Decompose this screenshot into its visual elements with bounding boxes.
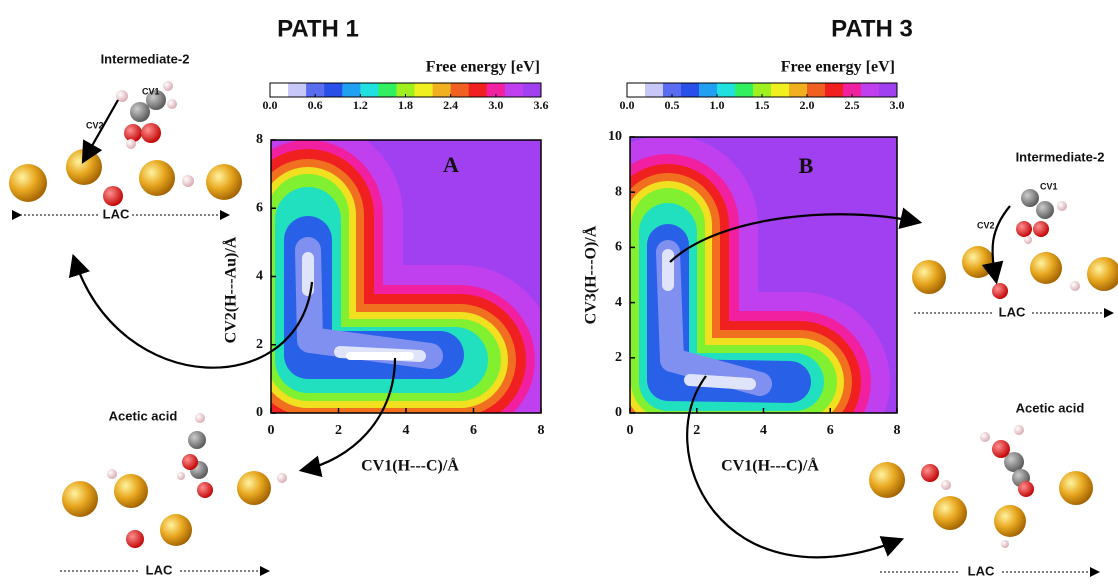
colorbar-swatch [807,83,826,97]
x-tick-label: 4 [403,423,410,438]
colorbar-swatch [523,83,542,97]
y-tick-label: 0 [256,405,263,420]
colorbar-swatch [627,83,646,97]
x-tick-label: 8 [538,423,545,438]
colorbar-swatch [681,83,700,97]
colorbar-tick-label: 1.0 [710,98,725,112]
x-tick-label: 0 [627,423,634,438]
x-tick-label: 6 [827,423,834,438]
colorbar-tick-label: 1.8 [398,98,413,112]
structure-top-right [912,189,1118,299]
colorbar-tick-label: 1.5 [755,98,770,112]
annotation: Acetic acid [1016,400,1085,415]
figure: PATH 1 PATH 3 A B Free energy [eV] Free … [0,0,1118,585]
y-tick-label: 4 [256,269,263,284]
colorbar-swatch [270,83,289,97]
colorbar-swatch [861,83,880,97]
colorbar-tick-label: 2.4 [443,98,458,112]
x-axis-label: CV1(H---C)/Å [721,457,819,475]
colorbar-swatch [378,83,397,97]
colorbar-tick-label: 3.0 [890,98,905,112]
y-tick-label: 10 [608,129,622,144]
colorbar-swatch [433,83,452,97]
colorbar-swatch [717,83,736,97]
structure-bottom-right [869,425,1093,548]
y-axis-label: CV3(H---O)/Å [582,225,600,324]
colorbar-swatch [342,83,361,97]
surface-b [630,137,897,413]
y-tick-label: 2 [615,350,622,365]
colorbar-swatch [699,83,718,97]
x-tick-label: 6 [470,423,477,438]
colorbar-tick-label: 1.2 [353,98,368,112]
y-tick-label: 6 [615,240,622,255]
colorbar-swatch [505,83,524,97]
y-tick-label: 4 [615,295,622,310]
colorbar-swatch [771,83,790,97]
y-axis-label: CV2(H---Au)/Å [222,236,240,343]
colorbar-swatch [469,83,488,97]
annotation: LAC [999,304,1026,319]
y-tick-label: 0 [615,405,622,420]
colorbar-label: Free energy [eV] [781,59,895,76]
colorbar-tick-label: 2.0 [800,98,815,112]
x-tick-label: 4 [760,423,767,438]
colorbar-tick-label: 0.0 [263,98,278,112]
colorbar-swatch [789,83,808,97]
y-tick-label: 6 [256,200,263,215]
annotation: Intermediate-2 [101,51,190,66]
colorbar-tick-label: 3.0 [488,98,503,112]
colorbar-swatch [735,83,754,97]
y-tick-label: 2 [256,337,263,352]
colorbar-tick-label: 0.0 [620,98,635,112]
x-tick-label: 2 [693,423,700,438]
y-tick-label: 8 [615,184,622,199]
x-tick-label: 2 [335,423,342,438]
annotation: LAC [968,563,995,578]
colorbar-swatch [288,83,307,97]
annotation: Acetic acid [109,408,178,423]
colorbar-tick-label: 2.5 [845,98,860,112]
structure-bottom-left [62,413,287,548]
annotation: CV1 [1040,181,1058,191]
panel-label: B [799,153,814,178]
annotation: LAC [146,562,173,577]
structure-top-left [9,81,242,206]
colorbar-swatch [879,83,898,97]
chart-title: PATH 1 [277,15,359,42]
y-tick-label: 8 [256,132,263,147]
chart-title: PATH 3 [831,15,913,42]
x-tick-label: 0 [268,423,275,438]
colorbar-tick-label: 0.5 [665,98,680,112]
annotation: CV2 [977,220,995,230]
colorbar-swatch [324,83,343,97]
x-axis-label: CV1(H---C)/Å [361,457,459,475]
colorbar-swatch [451,83,470,97]
annotation: LAC [103,206,130,221]
colorbar-label: Free energy [eV] [426,59,540,76]
annotation: CV2 [86,120,104,130]
x-tick-label: 8 [894,423,901,438]
surface-a [271,140,541,413]
colorbar-swatch [415,83,434,97]
annotation: Intermediate-2 [1016,149,1105,164]
colorbar-tick-label: 0.6 [308,98,323,112]
colorbar-tick-label: 3.6 [534,98,549,112]
colorbar-swatch [360,83,379,97]
colorbar-swatch [645,83,664,97]
annotation: CV1 [142,86,160,96]
panel-label: A [443,152,459,177]
colorbar-swatch [825,83,844,97]
